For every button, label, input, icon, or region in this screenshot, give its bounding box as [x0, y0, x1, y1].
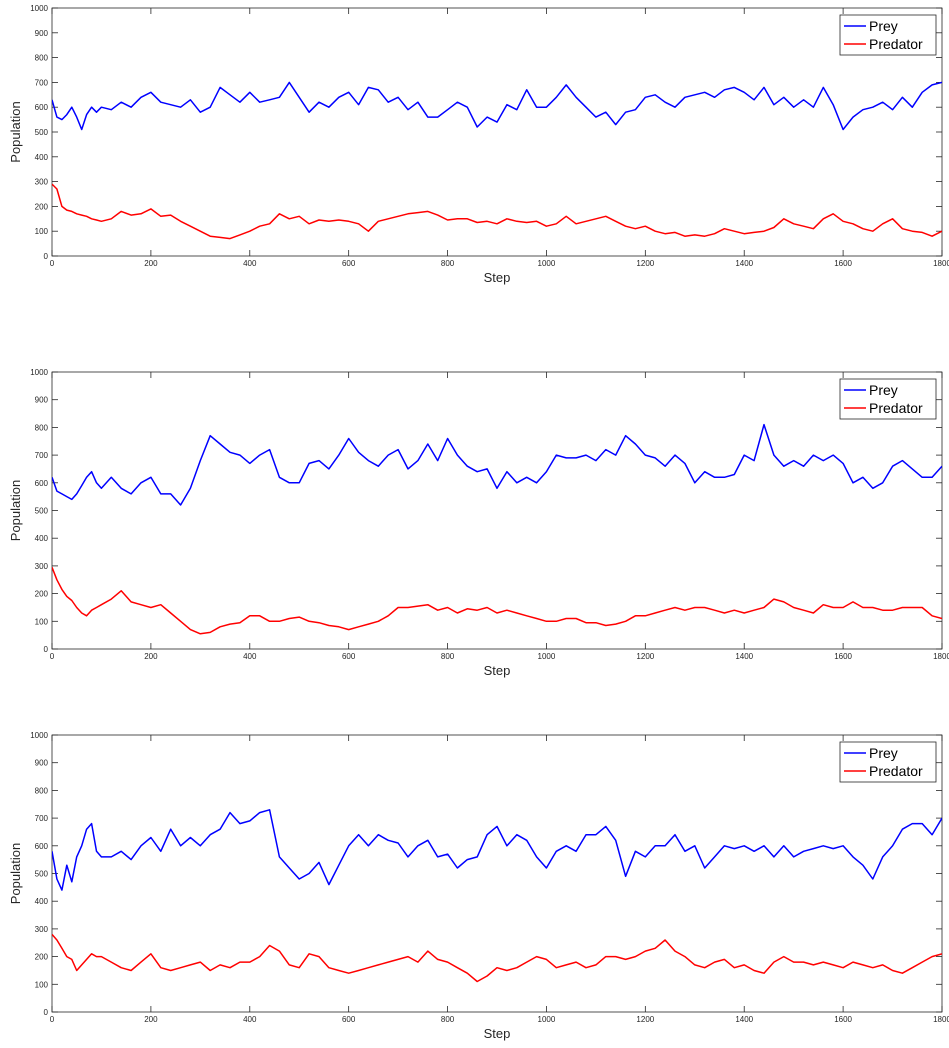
x-tick-label: 1800: [933, 259, 949, 268]
y-tick-label: 500: [35, 507, 49, 516]
x-tick-label: 0: [50, 259, 55, 268]
x-tick-label: 1600: [834, 652, 852, 661]
y-tick-label: 900: [35, 759, 49, 768]
legend-label-predator: Predator: [869, 400, 923, 416]
x-tick-label: 1400: [735, 1015, 753, 1024]
x-tick-label: 600: [342, 1015, 356, 1024]
y-tick-label: 300: [35, 562, 49, 571]
y-tick-label: 200: [35, 953, 49, 962]
legend: Prey Predator: [839, 741, 937, 783]
x-tick-label: 1600: [834, 259, 852, 268]
y-tick-label: 500: [35, 128, 49, 137]
x-tick-label: 1800: [933, 652, 949, 661]
x-tick-label: 1000: [538, 652, 556, 661]
legend: Prey Predator: [839, 378, 937, 420]
x-axis-label: Step: [484, 270, 511, 285]
y-axis-label: Population: [8, 843, 23, 904]
plot-area: [51, 371, 943, 650]
x-tick-label: 0: [50, 1015, 55, 1024]
plot-area: [51, 7, 943, 257]
y-axis-label: Population: [8, 480, 23, 541]
y-tick-label: 100: [35, 980, 49, 989]
chart-panel-3: 0 200 400 600 800 1000 1200 1400 1600 1800 0 100 200…: [8, 731, 949, 1041]
series-line-predator: [52, 567, 942, 635]
x-tick-label: 600: [342, 652, 356, 661]
series-line-prey: [52, 809, 942, 891]
series-line-predator: [52, 183, 942, 240]
y-tick-label: 0: [44, 252, 49, 261]
series-line-prey: [52, 423, 942, 506]
y-tick-label: 800: [35, 786, 49, 795]
plot-area: [51, 734, 943, 1013]
y-tick-label: 600: [35, 103, 49, 112]
x-tick-label: 1200: [636, 1015, 654, 1024]
chart-panel-1: 0 200 400 600 800 1000 1200 1400 1600 1800 0 100 200…: [8, 4, 949, 285]
x-tick-label: 1200: [636, 259, 654, 268]
legend-label-predator: Predator: [869, 763, 923, 779]
y-tick-label: 600: [35, 479, 49, 488]
x-tick-label: 1400: [735, 259, 753, 268]
y-tick-label: 300: [35, 178, 49, 187]
y-tick-label: 200: [35, 590, 49, 599]
y-tick-label: 300: [35, 925, 49, 934]
y-tick-label: 400: [35, 534, 49, 543]
series-line-predator: [52, 933, 942, 983]
y-tick-label: 0: [44, 1008, 49, 1017]
legend-box: [839, 14, 937, 56]
legend-box: [839, 378, 937, 420]
y-axis-label: Population: [8, 101, 23, 162]
y-tick-label: 500: [35, 870, 49, 879]
legend-label-predator: Predator: [869, 36, 923, 52]
y-tick-label: 200: [35, 202, 49, 211]
legend: Prey Predator: [839, 14, 937, 56]
x-tick-label: 400: [243, 1015, 257, 1024]
x-tick-label: 400: [243, 652, 257, 661]
x-tick-label: 1800: [933, 1015, 949, 1024]
legend-label-prey: Prey: [869, 18, 898, 34]
x-axis-label: Step: [484, 663, 511, 678]
y-tick-label: 600: [35, 842, 49, 851]
x-axis-label: Step: [484, 1026, 511, 1041]
y-tick-label: 400: [35, 897, 49, 906]
x-tick-label: 0: [50, 652, 55, 661]
y-tick-label: 700: [35, 451, 49, 460]
x-tick-label: 200: [144, 1015, 158, 1024]
y-tick-label: 900: [35, 396, 49, 405]
y-tick-label: 900: [35, 29, 49, 38]
x-tick-label: 1400: [735, 652, 753, 661]
x-tick-label: 200: [144, 259, 158, 268]
series-line-prey: [52, 81, 942, 131]
x-tick-label: 1200: [636, 652, 654, 661]
x-tick-label: 200: [144, 652, 158, 661]
x-tick-label: 1000: [538, 259, 556, 268]
x-tick-label: 1600: [834, 1015, 852, 1024]
x-tick-label: 1000: [538, 1015, 556, 1024]
y-tick-label: 400: [35, 153, 49, 162]
y-tick-label: 100: [35, 617, 49, 626]
y-tick-label: 700: [35, 814, 49, 823]
legend-box: [839, 741, 937, 783]
y-tick-label: 1000: [30, 731, 48, 740]
y-tick-label: 700: [35, 78, 49, 87]
x-tick-label: 600: [342, 259, 356, 268]
y-tick-label: 1000: [30, 4, 48, 13]
y-tick-label: 800: [35, 54, 49, 63]
x-tick-label: 400: [243, 259, 257, 268]
y-tick-label: 800: [35, 423, 49, 432]
y-tick-label: 100: [35, 227, 49, 236]
x-tick-label: 800: [441, 259, 455, 268]
y-tick-label: 1000: [30, 368, 48, 377]
legend-label-prey: Prey: [869, 745, 898, 761]
chart-panel-2: 0 200 400 600 800 1000 1200 1400 1600 1800 0 100 200…: [8, 368, 949, 678]
legend-label-prey: Prey: [869, 382, 898, 398]
x-tick-label: 800: [441, 1015, 455, 1024]
y-tick-label: 0: [44, 645, 49, 654]
x-tick-label: 800: [441, 652, 455, 661]
